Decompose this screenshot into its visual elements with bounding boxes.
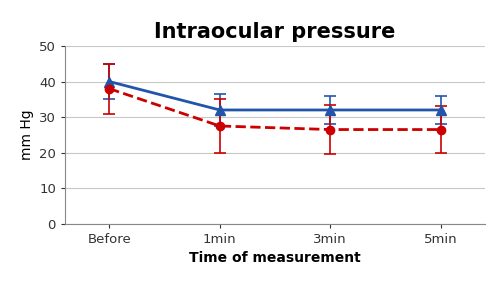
Y-axis label: mm Hg: mm Hg: [20, 110, 34, 160]
Title: Intraocular pressure: Intraocular pressure: [154, 22, 396, 42]
X-axis label: Time of measurement: Time of measurement: [189, 251, 361, 265]
